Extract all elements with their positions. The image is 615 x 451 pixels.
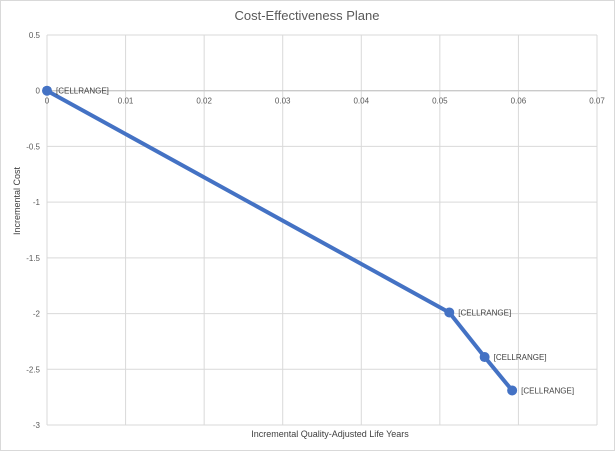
x-tick-label: 0.04 (353, 97, 369, 106)
x-tick-label: 0 (45, 97, 50, 106)
y-tick-label: -2.5 (26, 365, 40, 374)
y-tick-label: 0.5 (29, 31, 41, 40)
x-tick-label: 0.03 (275, 97, 291, 106)
data-label: [CELLRANGE] (494, 353, 547, 362)
x-tick-label: 0.07 (589, 97, 605, 106)
y-axis-ticks: 0.5 0 -0.5 -1 -1.5 -2 -2.5 -3 (26, 31, 40, 430)
y-tick-label: -1.5 (26, 254, 40, 263)
y-axis-label: Incremental Cost (12, 166, 22, 235)
y-tick-label: 0 (36, 87, 41, 96)
y-tick-label: -2 (33, 310, 41, 319)
data-labels: [CELLRANGE] [CELLRANGE] [CELLRANGE] [CELLRA… (56, 87, 574, 396)
data-point (479, 352, 490, 363)
y-tick-label: -1 (33, 198, 41, 207)
series-line (45, 88, 515, 393)
x-axis-ticks: 0 0.01 0.02 0.03 0.04 0.05 0.06 0.07 (45, 97, 606, 106)
data-point (507, 385, 518, 396)
x-axis-label: Incremental Quality-Adjusted Life Years (251, 429, 409, 439)
data-label: [CELLRANGE] (521, 386, 574, 395)
y-tick-label: -3 (33, 421, 41, 430)
data-point (444, 307, 455, 318)
x-tick-label: 0.06 (511, 97, 527, 106)
series (42, 85, 518, 396)
data-point (42, 85, 52, 96)
x-tick-label: 0.05 (432, 97, 448, 106)
x-tick-label: 0.02 (196, 97, 212, 106)
gridlines (46, 34, 598, 426)
data-label: [CELLRANGE] (458, 308, 511, 317)
data-label: [CELLRANGE] (56, 87, 109, 96)
chart-title: Cost-Effectiveness Plane (235, 8, 380, 23)
y-tick-label: -0.5 (26, 142, 40, 151)
x-tick-label: 0.01 (118, 97, 134, 106)
